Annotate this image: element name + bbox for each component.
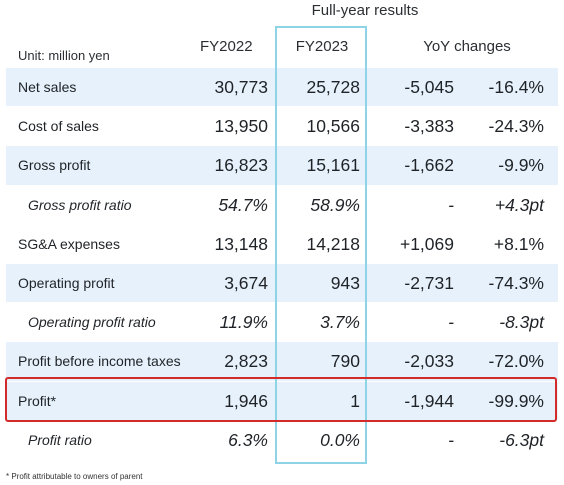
row-label: Cost of sales: [18, 118, 99, 135]
yoy-pct-value: +8.1%: [493, 233, 544, 254]
yoy-diff-value: -2,033: [404, 351, 454, 372]
fy2022-value: 30,773: [214, 77, 268, 97]
row-label: Profit before income taxes: [18, 353, 181, 370]
table-row-profit-ratio: Profit ratio 6.3% 0.0% - -6.3pt: [6, 421, 564, 460]
row-label: Profit ratio: [28, 431, 92, 448]
yoy-pct-value: -99.9%: [488, 390, 544, 411]
fy2023-value: 3.7%: [320, 312, 360, 333]
yoy-pct-value: -24.3%: [488, 116, 544, 137]
fy2023-value: 14,218: [306, 233, 360, 254]
fy2022-value: 54.7%: [218, 194, 268, 215]
yoy-pct-value: +4.3pt: [494, 194, 544, 215]
yoy-pct-value: -8.3pt: [499, 312, 544, 333]
fy2022-value: 6.3%: [228, 429, 268, 450]
yoy-diff-value: -: [448, 194, 454, 215]
footnote: * Profit attributable to owners of paren…: [6, 472, 143, 481]
table-row-net-sales: Net sales 30,773 25,728 -5,045 -16.4%: [6, 68, 564, 108]
row-label: Net sales: [18, 79, 77, 95]
yoy-changes-header: YoY changes: [423, 38, 511, 55]
fy2023-header: FY2023: [295, 38, 349, 55]
row-label: Operating profit ratio: [28, 314, 156, 331]
row-label: Operating profit: [18, 274, 115, 291]
results-table: Net sales 30,773 25,728 -5,045 -16.4% Co…: [6, 68, 564, 460]
table-row-gross-profit: Gross profit 16,823 15,161 -1,662 -9.9%: [6, 146, 564, 186]
yoy-diff-value: -: [448, 429, 454, 450]
fy2023-value: 0.0%: [320, 429, 360, 450]
fy2022-value: 16,823: [214, 155, 268, 176]
fy2022-value: 2,823: [224, 351, 268, 372]
fy2022-header: FY2022: [200, 38, 253, 55]
table-row-profit: Profit* 1,946 1 -1,944 -99.9%: [6, 381, 564, 421]
yoy-pct-value: -6.3pt: [499, 429, 544, 450]
yoy-diff-value: -1,662: [404, 155, 454, 176]
table-row-sga-expenses: SG&A expenses 13,148 14,218 +1,069 +8.1%: [6, 225, 564, 264]
yoy-diff-value: -3,383: [404, 116, 454, 137]
fy2022-value: 13,950: [214, 116, 268, 137]
table-row-cost-of-sales: Cost of sales 13,950 10,566 -3,383 -24.3…: [6, 107, 564, 147]
row-label: SG&A expenses: [18, 235, 120, 252]
yoy-diff-value: +1,069: [399, 233, 454, 254]
fy2022-value: 13,148: [214, 233, 268, 254]
fy2023-value: 58.9%: [310, 194, 360, 215]
yoy-diff-value: -1,944: [404, 390, 454, 411]
fy2023-value: 25,728: [306, 77, 360, 97]
yoy-pct-value: -72.0%: [488, 351, 544, 372]
fy2022-value: 3,674: [224, 272, 268, 293]
fy2022-value: 11.9%: [219, 312, 268, 333]
table-row-gross-profit-ratio: Gross profit ratio 54.7% 58.9% - +4.3pt: [6, 186, 564, 225]
yoy-pct-value: -16.4%: [488, 77, 544, 97]
fy2022-value: 1,946: [224, 390, 268, 411]
yoy-diff-value: -2,731: [404, 272, 454, 293]
yoy-diff-value: -5,045: [404, 77, 454, 97]
yoy-diff-value: -: [448, 312, 454, 333]
unit-label: Unit: million yen: [18, 48, 110, 63]
results-supertitle: Full-year results: [311, 2, 419, 19]
fy2023-value: 10,566: [306, 116, 360, 137]
row-label: Gross profit: [18, 157, 91, 174]
table-row-profit-before-income-taxes: Profit before income taxes 2,823 790 -2,…: [6, 342, 564, 382]
row-label: Profit*: [18, 392, 57, 409]
fy2023-value: 943: [330, 272, 360, 293]
fy2023-value: 1: [350, 390, 360, 411]
fy2023-value: 790: [330, 351, 360, 372]
yoy-pct-value: -9.9%: [498, 155, 544, 176]
table-row-operating-profit: Operating profit 3,674 943 -2,731 -74.3%: [6, 263, 564, 304]
table-row-operating-profit-ratio: Operating profit ratio 11.9% 3.7% - -8.3…: [6, 303, 564, 343]
yoy-pct-value: -74.3%: [488, 272, 544, 293]
fy2023-value: 15,161: [306, 155, 360, 176]
row-label: Gross profit ratio: [28, 196, 132, 213]
